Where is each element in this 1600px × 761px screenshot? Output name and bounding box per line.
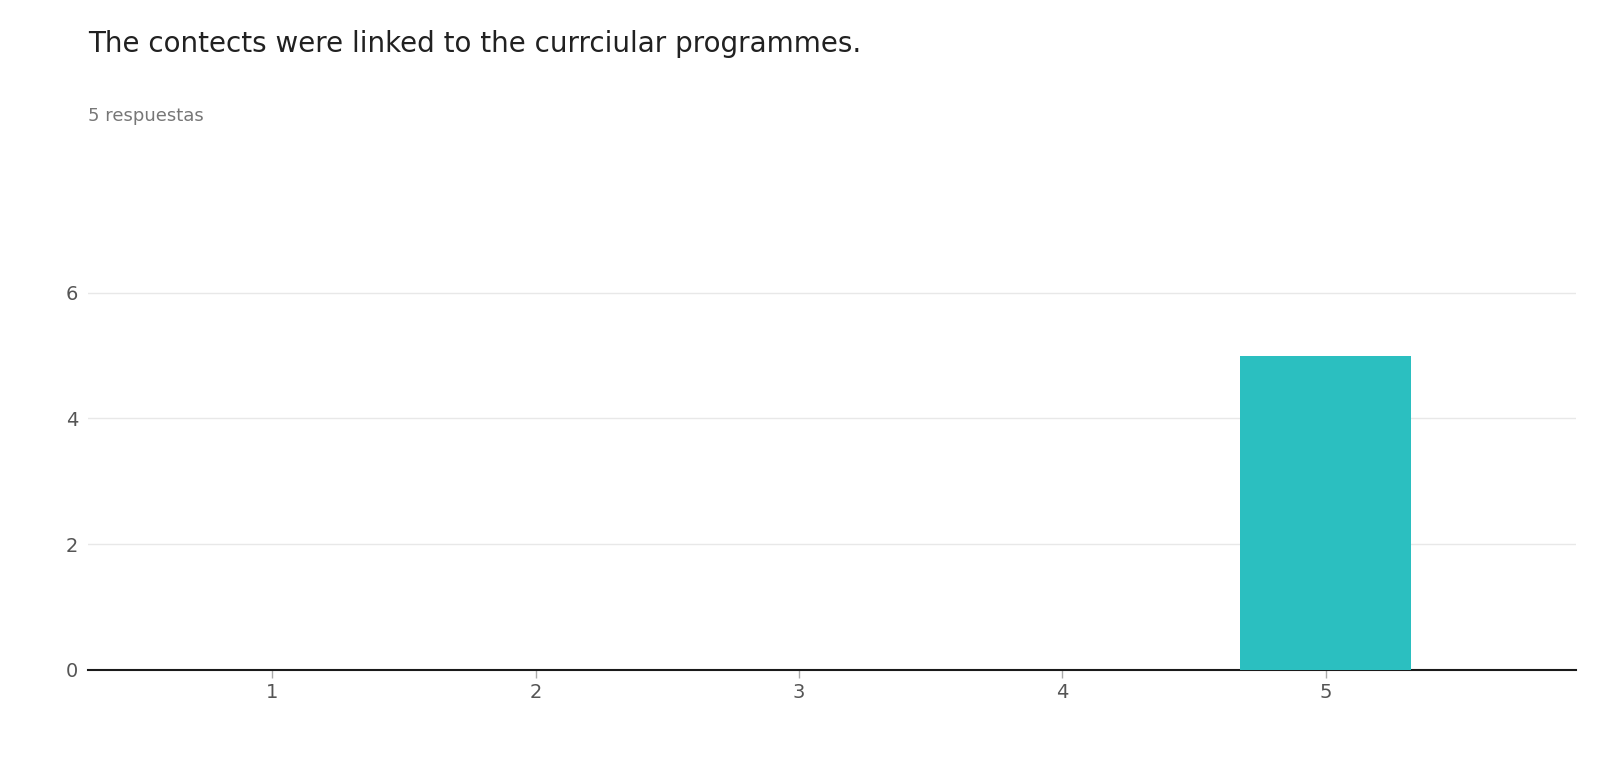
Text: 5 respuestas: 5 respuestas <box>88 107 203 125</box>
Bar <box>1240 355 1411 670</box>
Text: The contects were linked to the currciular programmes.: The contects were linked to the currciul… <box>88 30 861 59</box>
